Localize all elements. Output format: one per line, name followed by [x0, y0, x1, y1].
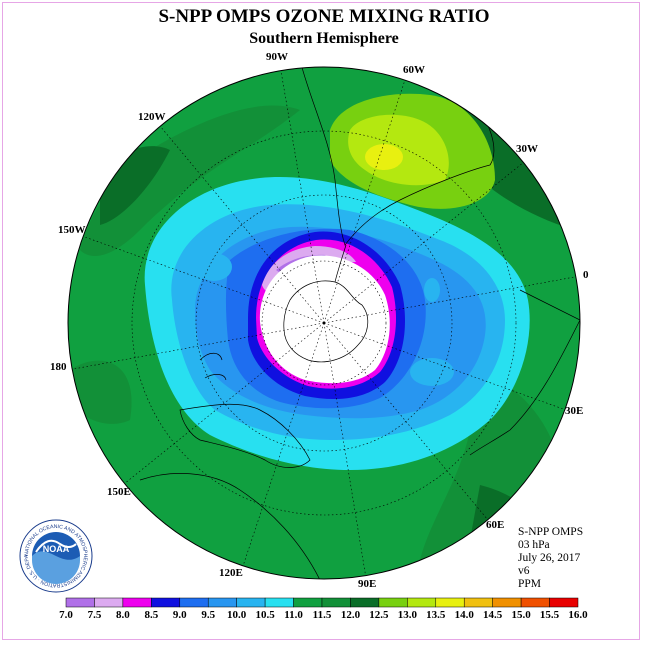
meridian-30e [323, 322, 567, 411]
lon-label-150w: 150W [58, 224, 86, 236]
colorbar-tick-label: 11.5 [313, 609, 332, 621]
colorbar-swatch [350, 597, 380, 608]
colorbar-tick-label: 16.0 [568, 609, 588, 621]
colorbar-swatch [407, 597, 437, 608]
info-date: July 26, 2017 [518, 552, 581, 564]
colorbar-tick-label: 7.0 [59, 609, 73, 621]
colorbar-tick-label: 10.5 [255, 609, 275, 621]
field-11-5-west [70, 360, 132, 424]
colorbar-swatch [151, 597, 181, 608]
lon-label-90w: 90W [266, 51, 288, 63]
colorbar-tick-label: 14.5 [483, 609, 503, 621]
colorbar-swatch [293, 597, 323, 608]
colorbar-swatch [520, 597, 550, 608]
lon-label-120e: 120E [219, 567, 243, 579]
longitude-labels: 90W 60W 30W 0 30E 60E 90E 120E 150E 180 … [50, 51, 589, 590]
field-10-0-patch-3 [424, 278, 440, 302]
lon-label-30w: 30W [516, 143, 538, 155]
meridian-150w [81, 235, 325, 324]
info-units: PPM [518, 578, 542, 590]
colorbar-swatch [378, 597, 408, 608]
colorbar-tick-label: 14.0 [455, 609, 475, 621]
latitude-circle-middle [195, 194, 453, 452]
africa-coastline [469, 289, 580, 456]
colorbar-tick-label: 9.5 [201, 609, 215, 621]
colorbar-tick-label: 8.0 [116, 609, 130, 621]
meridian-180 [68, 322, 325, 371]
colorbar-tick-label: 12.5 [369, 609, 389, 621]
colorbar-swatch [236, 597, 266, 608]
antarctic-peninsula [334, 244, 347, 283]
colorbar-swatch [207, 597, 237, 608]
colorbar-tick-label: 12.0 [341, 609, 361, 621]
colorbar-swatch [179, 597, 209, 608]
latitude-circle-outer [131, 130, 517, 516]
meridian-0 [323, 275, 580, 324]
info-version: v6 [518, 565, 530, 577]
lon-label-90e: 90E [358, 578, 376, 590]
map-subtitle: Southern Hemisphere [249, 30, 399, 47]
map-title: S-NPP OMPS OZONE MIXING RATIO [158, 6, 490, 27]
colorbar-tick-label: 13.5 [426, 609, 446, 621]
colorbar-swatch [321, 597, 351, 608]
meridian-90e [323, 322, 367, 579]
colorbar-tick-label: 7.5 [88, 609, 102, 621]
field-10-0-patch-2 [410, 358, 454, 386]
lon-label-60w: 60W [403, 64, 425, 76]
meridian-30w [323, 161, 525, 324]
meridian-120e [242, 322, 325, 567]
field-11-5-northwest [80, 105, 300, 256]
lon-label-120w: 120W [138, 111, 166, 123]
australia-coastline [139, 473, 321, 579]
lon-label-0: 0 [583, 269, 589, 281]
graticule [68, 70, 580, 579]
colorbar-tick-label: 13.0 [398, 609, 418, 621]
lon-label-30e: 30E [565, 405, 583, 417]
pacific-islands [199, 352, 227, 381]
colorbar-swatch [549, 597, 579, 608]
field-10-0-patch-1 [196, 253, 232, 281]
logo-wave [32, 551, 80, 584]
colorbar-swatch [94, 597, 124, 608]
colorbar-tick-label: 15.5 [540, 609, 560, 621]
colorbar-tick-label: 8.5 [144, 609, 158, 621]
south-pole-marker [322, 321, 326, 325]
meridian-120w [159, 125, 325, 324]
logo-text: NOAA [43, 544, 70, 554]
new-zealand-tasmania-coastline [179, 403, 311, 468]
colorbar-swatch [463, 597, 493, 608]
map-boundary [67, 66, 581, 580]
colorbar-swatch [435, 597, 465, 608]
colorbar: 7.0 7.5 8.0 8.5 9.0 9.5 10.0 10.5 11.0 11.5 12.0 12… [59, 597, 588, 621]
info-block: S-NPP OMPS 03 hPa July 26, 2017 v6 PPM [518, 526, 583, 591]
meridian-150e [123, 322, 325, 485]
ozone-field [68, 67, 580, 579]
lon-label-180: 180 [50, 361, 67, 373]
colorbar-swatch [122, 597, 152, 608]
colorbar-tick-label: 10.0 [227, 609, 247, 621]
meridian-60w [323, 79, 406, 324]
info-instrument: S-NPP OMPS [518, 526, 584, 538]
field-12-0-north [440, 80, 575, 230]
lon-label-60e: 60E [486, 519, 504, 531]
colorbar-tick-label: 11.0 [284, 609, 303, 621]
noaa-bird-icon [35, 539, 77, 553]
figure-frame [2, 2, 640, 640]
colorbar-tick-label: 9.0 [173, 609, 187, 621]
colorbar-tick-label: 15.0 [511, 609, 531, 621]
meridian-60e [323, 322, 489, 521]
field-13-5 [365, 144, 403, 170]
colorbar-swatch [264, 597, 294, 608]
colorbar-swatch [492, 597, 522, 608]
polar-night-no-data [259, 255, 390, 384]
colorbar-swatch [65, 597, 95, 608]
meridian-90w [280, 70, 325, 324]
info-level: 03 hPa [518, 539, 550, 551]
latitude-circle-inner [261, 260, 387, 386]
lon-label-150e: 150E [107, 486, 131, 498]
